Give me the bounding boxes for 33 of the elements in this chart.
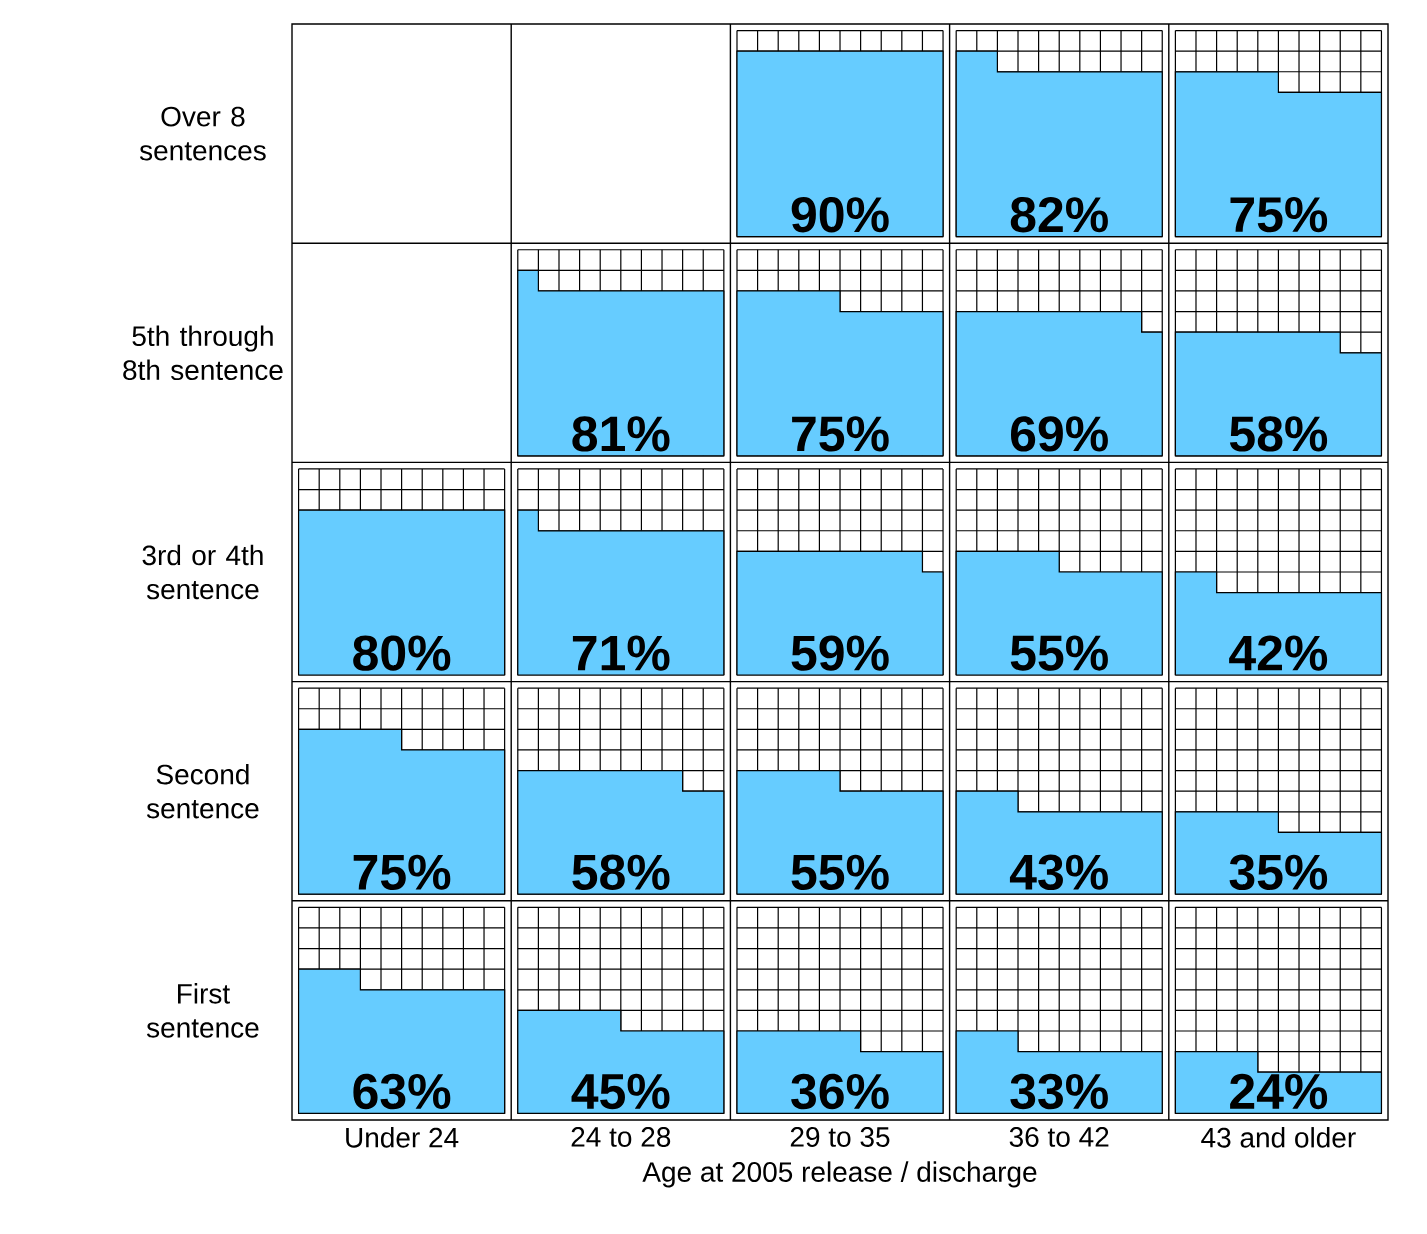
x-tick-label: 36 to 42 <box>1009 1127 1109 1147</box>
data-label: 69% <box>1010 416 1108 452</box>
x-tick-label: 24 to 28 <box>571 1127 671 1147</box>
data-label: 63% <box>353 1073 451 1110</box>
data-label: 55% <box>791 854 889 890</box>
x-tick-label: 29 to 35 <box>790 1127 890 1147</box>
data-label: 58% <box>1229 416 1328 452</box>
y-tick-label: 5th through 8th sentence <box>123 325 283 381</box>
y-tick-label: Over 8 sentences <box>139 106 266 161</box>
data-label: 42% <box>1229 635 1328 671</box>
data-label: 55% <box>1010 635 1108 671</box>
data-label: 35% <box>1229 854 1328 891</box>
data-label: 81% <box>572 416 670 452</box>
data-label: 82% <box>1010 197 1108 233</box>
data-label: 71% <box>572 635 670 671</box>
y-tick-label: 3rd or 4th sentence <box>142 544 263 600</box>
y-tick-label: First sentence <box>146 983 259 1038</box>
data-label: 80% <box>353 635 451 671</box>
data-label: 43% <box>1009 854 1108 891</box>
x-tick-label: Under 24 <box>346 1127 459 1148</box>
x-tick-label: 43 and older <box>1201 1127 1356 1148</box>
data-label: 75% <box>353 854 451 890</box>
data-label: 45% <box>571 1073 670 1110</box>
data-label: 59% <box>791 635 889 671</box>
y-tick-label: Second sentence <box>146 763 259 819</box>
data-label: 90% <box>791 197 889 233</box>
data-label: 58% <box>572 854 670 891</box>
data-label: 75% <box>1230 197 1328 233</box>
data-label: 75% <box>792 416 889 452</box>
data-label: 36% <box>791 1073 889 1110</box>
x-axis-title: Age at 2005 release / discharge <box>642 1161 1037 1188</box>
data-label: 24% <box>1230 1073 1328 1110</box>
data-label: 33% <box>1010 1073 1108 1110</box>
